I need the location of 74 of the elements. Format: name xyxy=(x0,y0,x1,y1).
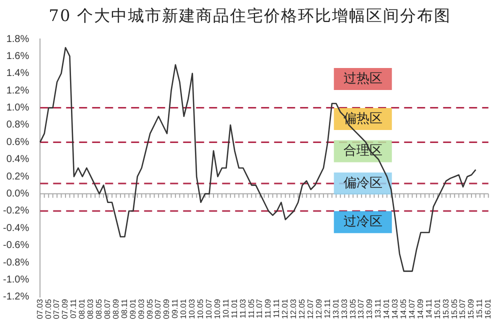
annotation: 过热区 xyxy=(343,71,382,86)
x-tick-label: 09.05 xyxy=(145,298,154,320)
annotation: 偏冷区 xyxy=(343,176,382,191)
x-tick-label: 13.11 xyxy=(374,298,383,318)
x-tick-label: 07.03 xyxy=(35,298,44,320)
x-tick-label: 08.07 xyxy=(102,298,112,320)
x-tick-label: 12.03 xyxy=(289,298,298,320)
x-tick-label: 13.07 xyxy=(356,298,366,320)
x-tick-label: 14.01 xyxy=(382,298,392,320)
x-tick-label: 07.05 xyxy=(44,298,53,320)
x-tick-label: 15.09 xyxy=(466,298,476,320)
x-tick-label: 09.09 xyxy=(162,298,172,320)
x-tick-label: 15.07 xyxy=(458,298,468,320)
x-tick-label: 11.03 xyxy=(238,298,248,318)
x-tick-label: 15.11 xyxy=(475,298,484,318)
x-tick-label: 14.03 xyxy=(390,298,400,320)
x-tick-label: 09.07 xyxy=(154,298,163,320)
y-tick-label: 1.4% xyxy=(6,68,30,80)
x-tick-label: 08.09 xyxy=(111,298,120,320)
x-tick-label: 09.11 xyxy=(170,298,180,318)
y-tick-label: -1.0% xyxy=(3,274,30,286)
x-tick-label: 10.09 xyxy=(212,298,222,320)
y-tick-label: -0.2% xyxy=(3,206,30,217)
chart-title: 70 个大中城市新建商品住宅价格环比增幅区间分布图 xyxy=(48,6,452,27)
x-tick-label: 15.05 xyxy=(450,298,459,320)
y-tick-label: 0.2% xyxy=(6,171,30,182)
y-tick-label: 0.8% xyxy=(6,120,30,131)
x-tick-label: 10.01 xyxy=(179,298,188,320)
y-tick-label: 1.8% xyxy=(6,34,30,45)
x-tick-label: 09.03 xyxy=(136,298,146,320)
x-tick-label: 13.03 xyxy=(340,298,349,320)
y-tick-label: 0.0% xyxy=(6,188,30,200)
x-tick-label: 08.01 xyxy=(78,298,87,320)
x-tick-label: 13.09 xyxy=(365,298,374,320)
x-tick-label: 08.11 xyxy=(120,298,129,318)
y-tick-label: -0.4% xyxy=(3,222,30,234)
x-tick-label: 15.01 xyxy=(432,298,442,320)
x-tick-label: 16.01 xyxy=(484,298,493,320)
y-tick-label: -1.2% xyxy=(3,292,30,303)
x-tick-label: 11.05 xyxy=(246,298,256,318)
x-tick-label: 08.03 xyxy=(86,298,96,320)
y-tick-label: 0.4% xyxy=(6,154,30,166)
x-tick-label: 15.03 xyxy=(441,298,450,320)
x-tick-label: 10.03 xyxy=(188,298,197,320)
x-tick-label: 14.07 xyxy=(407,298,416,320)
x-tick-label: 10.07 xyxy=(204,298,214,320)
y-tick-label: -0.8% xyxy=(3,257,30,268)
x-tick-label: 07.09 xyxy=(60,298,70,320)
annotation: 过冷区 xyxy=(343,214,382,230)
x-tick-label: 13.05 xyxy=(348,298,358,320)
x-tick-label: 09.01 xyxy=(128,298,138,320)
y-tick-label: 1.0% xyxy=(6,102,30,114)
y-tick-label: 0.6% xyxy=(6,136,30,148)
x-tick-label: 07.11 xyxy=(69,298,78,318)
x-tick-label: 12.09 xyxy=(314,298,324,320)
x-tick-label: 11.11 xyxy=(272,298,282,318)
x-tick-label: 12.07 xyxy=(306,298,315,320)
x-tick-label: 11.09 xyxy=(264,298,273,318)
x-tick-label: 13.01 xyxy=(331,298,340,320)
y-tick-label: -0.6% xyxy=(3,240,30,252)
x-tick-label: 10.11 xyxy=(221,298,230,318)
x-tick-label: 08.05 xyxy=(94,298,104,320)
x-tick-label: 12.05 xyxy=(298,298,307,320)
x-tick-label: 11.07 xyxy=(255,298,264,318)
y-tick-label: 1.6% xyxy=(6,50,30,62)
x-tick-label: 11.01 xyxy=(230,298,239,318)
x-tick-label: 12.01 xyxy=(280,298,290,320)
x-tick-label: 12.11 xyxy=(322,298,332,318)
x-tick-label: 07.07 xyxy=(52,298,62,320)
x-tick-label: 14.05 xyxy=(399,298,408,320)
y-tick-label: 1.2% xyxy=(6,85,30,96)
x-tick-label: 14.11 xyxy=(424,298,434,318)
x-tick-label: 10.05 xyxy=(196,298,206,320)
x-tick-label: 14.09 xyxy=(416,298,425,320)
